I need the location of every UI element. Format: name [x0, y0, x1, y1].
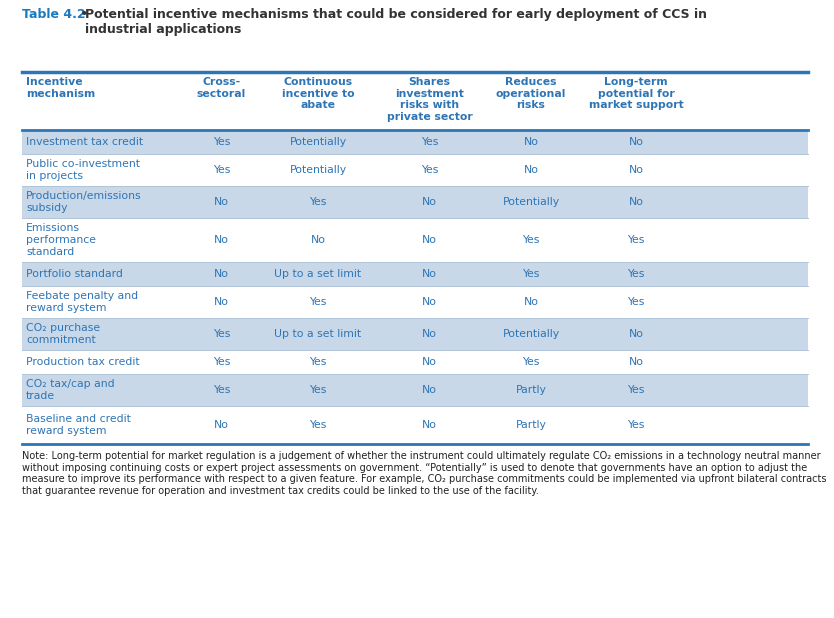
- Bar: [22, 186, 808, 218]
- Bar: [22, 374, 808, 406]
- Text: No: No: [524, 137, 539, 147]
- Text: Potentially: Potentially: [502, 197, 560, 207]
- Bar: [22, 286, 808, 318]
- Text: CO₂ purchase
commitment: CO₂ purchase commitment: [26, 323, 100, 345]
- Text: Note: Long-term potential for market regulation is a judgement of whether the in: Note: Long-term potential for market reg…: [22, 451, 826, 496]
- Text: Reduces
operational
risks: Reduces operational risks: [495, 77, 566, 110]
- Text: Cross-
sectoral: Cross- sectoral: [197, 77, 246, 99]
- Text: No: No: [214, 269, 229, 279]
- Text: Partly: Partly: [515, 385, 546, 395]
- Text: Public co-investment
in projects: Public co-investment in projects: [26, 159, 140, 181]
- Text: No: No: [422, 385, 437, 395]
- Text: Long-term
potential for
market support: Long-term potential for market support: [589, 77, 683, 110]
- Text: No: No: [629, 165, 644, 175]
- Text: No: No: [422, 197, 437, 207]
- Text: Yes: Yes: [213, 137, 230, 147]
- Text: Emissions
performance
standard: Emissions performance standard: [26, 223, 96, 256]
- Text: Yes: Yes: [627, 297, 645, 307]
- Text: Partly: Partly: [515, 420, 546, 430]
- Text: Production tax credit: Production tax credit: [26, 357, 139, 367]
- Text: Yes: Yes: [213, 385, 230, 395]
- Text: No: No: [524, 297, 539, 307]
- Text: Yes: Yes: [309, 385, 327, 395]
- Text: No: No: [422, 420, 437, 430]
- Text: Yes: Yes: [627, 269, 645, 279]
- Text: No: No: [422, 357, 437, 367]
- Text: Yes: Yes: [309, 420, 327, 430]
- Text: No: No: [214, 297, 229, 307]
- Text: Shares
investment
risks with
private sector: Shares investment risks with private sec…: [387, 77, 472, 122]
- Text: Yes: Yes: [627, 385, 645, 395]
- Text: Yes: Yes: [309, 197, 327, 207]
- Text: Yes: Yes: [627, 235, 645, 245]
- Text: Continuous
incentive to
abate: Continuous incentive to abate: [282, 77, 354, 110]
- Text: No: No: [310, 235, 325, 245]
- Text: No: No: [214, 420, 229, 430]
- Text: Potential incentive mechanisms that could be considered for early deployment of : Potential incentive mechanisms that coul…: [85, 8, 707, 36]
- Text: No: No: [524, 165, 539, 175]
- Text: Feebate penalty and
reward system: Feebate penalty and reward system: [26, 291, 138, 313]
- Text: •: •: [76, 8, 93, 21]
- Bar: [22, 406, 808, 444]
- Bar: [22, 218, 808, 262]
- Bar: [22, 350, 808, 374]
- Text: No: No: [629, 137, 644, 147]
- Text: No: No: [422, 269, 437, 279]
- Text: Potentially: Potentially: [289, 137, 347, 147]
- Text: Potentially: Potentially: [289, 165, 347, 175]
- Text: Yes: Yes: [522, 269, 540, 279]
- Text: No: No: [214, 235, 229, 245]
- Text: Potentially: Potentially: [502, 329, 560, 339]
- Text: Up to a set limit: Up to a set limit: [274, 269, 362, 279]
- Text: No: No: [629, 197, 644, 207]
- Bar: [22, 130, 808, 154]
- Text: Yes: Yes: [421, 165, 438, 175]
- Text: Yes: Yes: [213, 329, 230, 339]
- Text: CO₂ tax/cap and
trade: CO₂ tax/cap and trade: [26, 379, 114, 401]
- Text: Yes: Yes: [627, 420, 645, 430]
- Text: Yes: Yes: [213, 165, 230, 175]
- Text: Yes: Yes: [309, 297, 327, 307]
- Text: Yes: Yes: [213, 357, 230, 367]
- Text: Yes: Yes: [421, 137, 438, 147]
- Text: Table 4.2: Table 4.2: [22, 8, 86, 21]
- Text: No: No: [629, 357, 644, 367]
- Text: Incentive
mechanism: Incentive mechanism: [26, 77, 95, 99]
- Text: No: No: [422, 235, 437, 245]
- Text: Portfolio standard: Portfolio standard: [26, 269, 123, 279]
- Text: Investment tax credit: Investment tax credit: [26, 137, 143, 147]
- Text: No: No: [629, 329, 644, 339]
- Text: Yes: Yes: [522, 357, 540, 367]
- Bar: [22, 262, 808, 286]
- Text: No: No: [422, 329, 437, 339]
- Text: No: No: [422, 297, 437, 307]
- Text: No: No: [214, 197, 229, 207]
- Text: Yes: Yes: [309, 357, 327, 367]
- Text: Up to a set limit: Up to a set limit: [274, 329, 362, 339]
- Text: Production/emissions
subsidy: Production/emissions subsidy: [26, 191, 142, 213]
- Bar: [22, 318, 808, 350]
- Bar: [22, 154, 808, 186]
- Text: Baseline and credit
reward system: Baseline and credit reward system: [26, 414, 131, 436]
- Text: Yes: Yes: [522, 235, 540, 245]
